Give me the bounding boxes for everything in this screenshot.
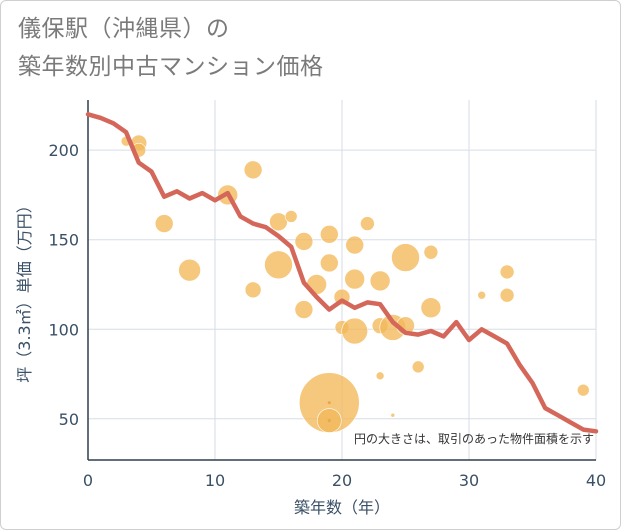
bubble-point (294, 300, 314, 319)
bubble-point (243, 160, 263, 180)
bubble-point (344, 268, 366, 290)
bubble-point (390, 412, 396, 418)
trend-line-series (85, 112, 599, 434)
bubble-point (411, 360, 425, 374)
bubble-point (341, 317, 369, 345)
bubble-center-marker (327, 401, 331, 405)
bubble-point (477, 290, 487, 300)
chart-title: 儀保駅（沖縄県）の 築年数別中古マンション価格 (18, 10, 324, 86)
y-tick-label: 200 (48, 141, 79, 160)
bubble-point (345, 235, 365, 255)
bubble-point (499, 287, 515, 303)
chart-title-line-1: 儀保駅（沖縄県）の (18, 16, 230, 42)
y-axis-label: 坪（3.3㎡）単価（万円） (15, 197, 34, 382)
x-axis-label: 築年数（年） (294, 498, 390, 517)
bubble-point (294, 232, 314, 251)
bubble-point (576, 383, 590, 397)
bubble-center-marker (327, 418, 331, 423)
bubble-point (499, 264, 515, 280)
x-tick-label: 30 (459, 471, 479, 490)
bubble-point (269, 212, 288, 232)
bubble-point (369, 270, 391, 292)
bubble-point (375, 371, 385, 381)
y-tick-label: 100 (48, 320, 79, 339)
y-tick-label: 150 (48, 231, 79, 250)
chart-title-line-2: 築年数別中古マンション価格 (18, 54, 324, 80)
bubble-series (120, 134, 590, 433)
bubble-point (319, 253, 339, 273)
x-tick-label: 40 (586, 471, 606, 490)
tick-labels: 0 10 20 30 40 50 100 150 200 (48, 141, 606, 490)
gridlines (87, 100, 597, 461)
bubble-point (264, 250, 293, 280)
bubble-point (319, 225, 339, 244)
bubble-point (244, 281, 262, 299)
y-tick-label: 50 (59, 410, 79, 429)
bubble-point (284, 210, 298, 223)
bubble-point (420, 297, 442, 319)
bubble-point (391, 243, 420, 272)
x-tick-label: 20 (332, 471, 352, 490)
bubble-point (423, 244, 439, 260)
bubble-point (154, 214, 174, 233)
trend-line (85, 112, 599, 434)
bubble-point (178, 258, 201, 282)
bubble-point (360, 216, 375, 231)
x-tick-label: 10 (205, 471, 225, 490)
bubble-size-note: 円の大きさは、取引のあった物件面積を示す (354, 431, 594, 446)
x-tick-label: 0 (83, 471, 93, 490)
